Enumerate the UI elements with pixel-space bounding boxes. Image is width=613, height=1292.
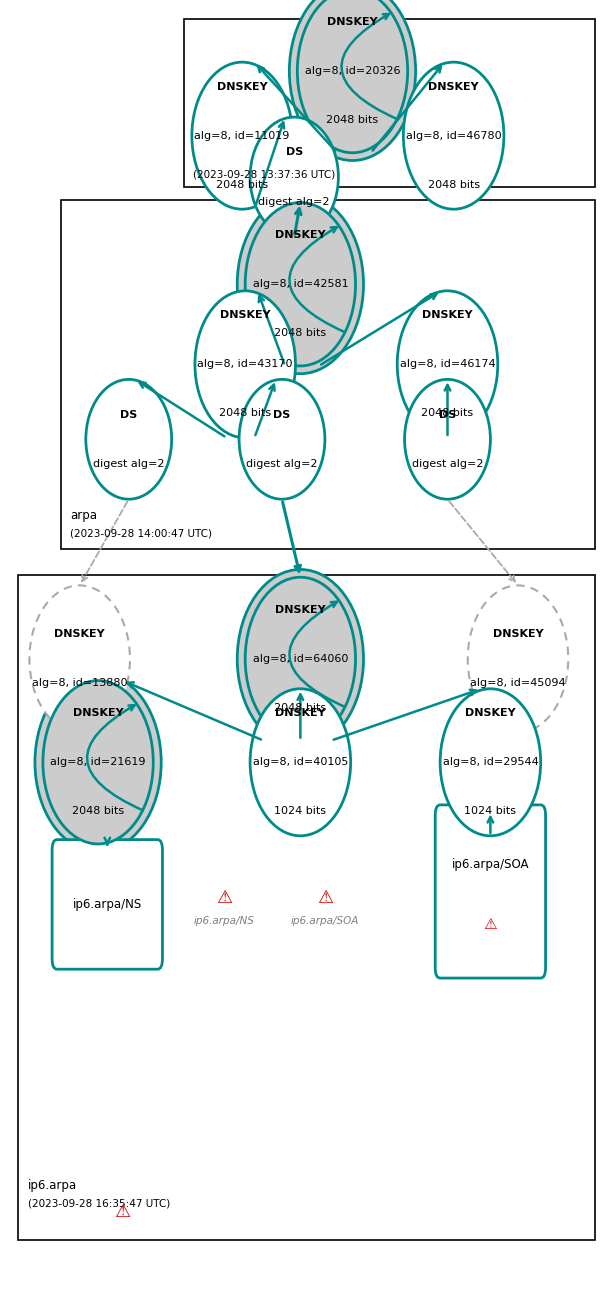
Text: digest alg=2: digest alg=2: [259, 196, 330, 207]
Text: DNSKEY: DNSKEY: [493, 629, 543, 640]
Text: alg=8, id=46174: alg=8, id=46174: [400, 359, 495, 370]
Text: alg=8, id=43170: alg=8, id=43170: [197, 359, 293, 370]
Text: alg=8, id=21619: alg=8, id=21619: [50, 757, 146, 767]
Text: alg=8, id=13880: alg=8, id=13880: [32, 678, 128, 689]
Bar: [18, 575, 595, 1240]
FancyBboxPatch shape: [435, 805, 546, 978]
Ellipse shape: [239, 380, 325, 499]
Text: digest alg=2: digest alg=2: [412, 459, 483, 469]
Text: DS: DS: [273, 410, 291, 420]
Ellipse shape: [237, 195, 364, 373]
Text: 2048 bits: 2048 bits: [72, 806, 124, 817]
Ellipse shape: [192, 62, 292, 209]
Text: 2048 bits: 2048 bits: [274, 328, 327, 339]
Text: ⚠: ⚠: [317, 889, 333, 907]
Ellipse shape: [237, 570, 364, 748]
Text: ip6.arpa/SOA: ip6.arpa/SOA: [452, 858, 529, 871]
Ellipse shape: [250, 689, 351, 836]
Text: ip6.arpa/SOA: ip6.arpa/SOA: [291, 916, 359, 926]
Text: alg=8, id=20326: alg=8, id=20326: [305, 66, 400, 76]
Text: digest alg=2: digest alg=2: [246, 459, 318, 469]
Text: 2048 bits: 2048 bits: [427, 180, 480, 190]
Ellipse shape: [297, 0, 408, 152]
Text: 1024 bits: 1024 bits: [465, 806, 516, 817]
Text: DNSKEY: DNSKEY: [73, 708, 123, 718]
Ellipse shape: [245, 203, 356, 366]
Text: ⚠: ⚠: [216, 889, 232, 907]
Bar: [184, 19, 595, 187]
Text: 2048 bits: 2048 bits: [421, 408, 474, 419]
Text: DS: DS: [439, 410, 456, 420]
Text: (2023-09-28 16:35:47 UTC): (2023-09-28 16:35:47 UTC): [28, 1199, 170, 1209]
Text: alg=8, id=64060: alg=8, id=64060: [253, 654, 348, 664]
Text: DNSKEY: DNSKEY: [422, 310, 473, 320]
Bar: [61, 200, 595, 549]
Text: 2048 bits: 2048 bits: [274, 703, 327, 713]
Text: DNSKEY: DNSKEY: [327, 17, 378, 27]
Text: ⚠: ⚠: [115, 1203, 131, 1221]
Text: DNSKEY: DNSKEY: [275, 708, 326, 718]
Text: 2048 bits: 2048 bits: [216, 180, 268, 190]
Text: 2048 bits: 2048 bits: [326, 115, 379, 125]
Text: DNSKEY: DNSKEY: [275, 605, 326, 615]
Ellipse shape: [403, 62, 504, 209]
Text: ip6.arpa: ip6.arpa: [28, 1178, 77, 1191]
Text: DNSKEY: DNSKEY: [275, 230, 326, 240]
Ellipse shape: [86, 380, 172, 499]
Text: DNSKEY: DNSKEY: [428, 81, 479, 92]
Text: DS: DS: [120, 410, 137, 420]
Ellipse shape: [245, 578, 356, 740]
Text: 2048 bits: 2048 bits: [219, 408, 272, 419]
Ellipse shape: [397, 291, 498, 438]
Ellipse shape: [405, 380, 490, 499]
Ellipse shape: [468, 585, 568, 733]
Text: ⚠: ⚠: [484, 916, 497, 932]
Ellipse shape: [195, 291, 295, 438]
Text: alg=8, id=42581: alg=8, id=42581: [253, 279, 348, 289]
Text: DNSKEY: DNSKEY: [55, 629, 105, 640]
Text: ip6.arpa/NS: ip6.arpa/NS: [73, 898, 142, 911]
Text: 1024 bits: 1024 bits: [275, 806, 326, 817]
Ellipse shape: [250, 118, 338, 236]
Ellipse shape: [43, 681, 153, 844]
Text: arpa: arpa: [70, 509, 97, 522]
Text: digest alg=2: digest alg=2: [93, 459, 164, 469]
Text: alg=8, id=45094: alg=8, id=45094: [470, 678, 566, 689]
Text: alg=8, id=40105: alg=8, id=40105: [253, 757, 348, 767]
Text: (2023-09-28 13:37:36 UTC): (2023-09-28 13:37:36 UTC): [193, 169, 335, 180]
Text: DS: DS: [286, 147, 303, 158]
Text: alg=8, id=29544: alg=8, id=29544: [443, 757, 538, 767]
Text: DNSKEY: DNSKEY: [217, 81, 267, 92]
Ellipse shape: [29, 585, 130, 733]
Text: DNSKEY: DNSKEY: [465, 708, 516, 718]
Text: ip6.arpa/NS: ip6.arpa/NS: [193, 916, 254, 926]
Text: DNSKEY: DNSKEY: [220, 310, 270, 320]
Text: alg=8, id=46780: alg=8, id=46780: [406, 130, 501, 141]
Ellipse shape: [35, 673, 161, 851]
Text: (2023-09-28 14:00:47 UTC): (2023-09-28 14:00:47 UTC): [70, 528, 213, 539]
Ellipse shape: [289, 0, 416, 160]
FancyBboxPatch shape: [52, 840, 162, 969]
Ellipse shape: [440, 689, 541, 836]
Text: alg=8, id=11019: alg=8, id=11019: [194, 130, 290, 141]
